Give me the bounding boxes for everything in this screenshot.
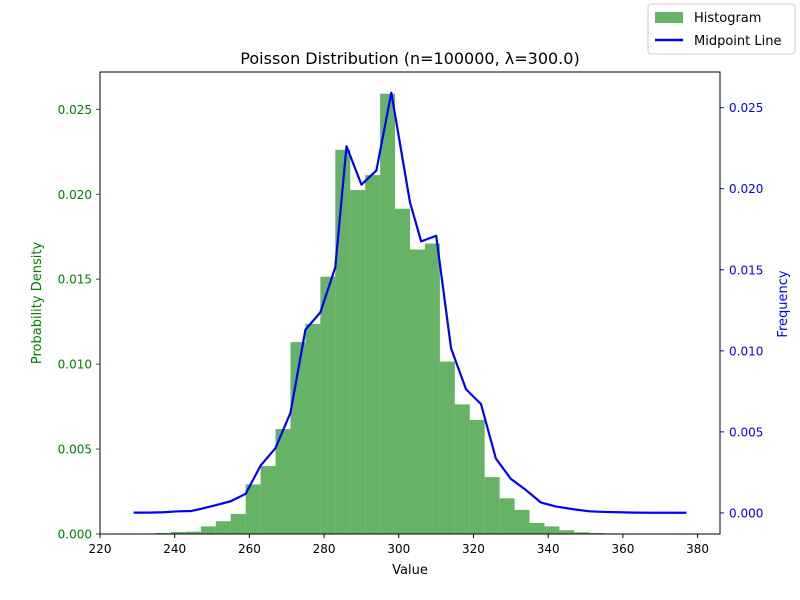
- left-y-tick-label: 0.015: [58, 273, 92, 287]
- midpoint-line-group: [133, 91, 687, 514]
- right-y-tick-label: 0.005: [729, 425, 763, 439]
- histogram-bar: [230, 513, 246, 534]
- histogram-bar: [215, 521, 231, 534]
- histogram-bar: [514, 509, 530, 534]
- x-tick-label: 220: [89, 542, 112, 556]
- left-y-tick-label: 0.010: [58, 358, 92, 372]
- legend-histogram-swatch: [655, 12, 683, 23]
- histogram-bar: [156, 532, 171, 534]
- x-axis-ticks: 220 240 260 280 300 320 340 360 380: [89, 534, 709, 556]
- right-y-tick-label: 0.020: [729, 182, 763, 196]
- histogram-bar: [170, 531, 186, 534]
- histogram-bar: [410, 249, 425, 534]
- right-y-tick-label: 0.025: [729, 101, 763, 115]
- axes-spines: [99, 71, 721, 535]
- histogram-bar: [484, 477, 500, 534]
- histogram-bar: [335, 149, 351, 534]
- histogram-bar: [559, 530, 575, 534]
- legend-histogram-label: Histogram: [694, 11, 761, 26]
- right-y-axis-label: Frequency: [776, 270, 791, 337]
- plot-frame: [99, 71, 721, 535]
- histogram-bar: [439, 361, 455, 534]
- x-tick-label: 320: [462, 542, 485, 556]
- x-tick-label: 340: [537, 542, 560, 556]
- histogram-bar: [320, 276, 336, 534]
- left-y-axis-ticks: 0.000 0.005 0.010 0.015 0.020 0.025: [58, 103, 100, 542]
- histogram-bar: [469, 419, 485, 534]
- histogram-bar: [529, 522, 545, 534]
- legend: Histogram Midpoint Line: [647, 3, 796, 55]
- midpoint-line: [133, 91, 687, 514]
- x-tick-label: 360: [611, 542, 634, 556]
- histogram-bar: [589, 532, 605, 534]
- x-tick-label: 300: [387, 542, 410, 556]
- histogram-bar: [350, 190, 366, 534]
- histogram-bar: [365, 175, 381, 534]
- histogram-bar: [260, 466, 276, 534]
- right-y-tick-label: 0.015: [729, 263, 763, 277]
- histogram-bar: [245, 484, 261, 534]
- histogram-bar: [499, 498, 515, 534]
- histogram-bar: [574, 532, 590, 534]
- left-y-axis-label: Probability Density: [30, 242, 45, 365]
- x-tick-label: 240: [163, 542, 186, 556]
- histogram-bar: [454, 404, 470, 534]
- histogram-bar: [380, 93, 396, 534]
- left-y-tick-label: 0.025: [58, 103, 92, 117]
- x-tick-label: 260: [238, 542, 261, 556]
- x-tick-label: 280: [313, 542, 336, 556]
- histogram-bar: [544, 526, 560, 534]
- x-axis-label: Value: [392, 563, 428, 578]
- legend-line-label: Midpoint Line: [694, 34, 781, 49]
- legend-box: [647, 3, 796, 55]
- x-tick-label: 380: [686, 542, 709, 556]
- histogram-bars: [126, 93, 694, 535]
- histogram-bar: [305, 323, 321, 534]
- left-y-tick-label: 0.005: [58, 443, 92, 457]
- histogram-bar: [275, 429, 291, 534]
- histogram-bar: [185, 531, 201, 534]
- histogram-bar: [424, 243, 440, 535]
- histogram-bar: [200, 526, 216, 534]
- right-y-tick-label: 0.000: [729, 506, 763, 520]
- histogram-bar: [395, 208, 410, 534]
- chart-title: Poisson Distribution (n=100000, λ=300.0): [240, 49, 579, 68]
- right-y-axis-ticks: 0.000 0.005 0.010 0.015 0.020 0.025: [720, 101, 763, 520]
- left-y-tick-label: 0.020: [58, 188, 92, 202]
- right-y-tick-label: 0.010: [729, 344, 763, 358]
- left-y-tick-label: 0.000: [58, 528, 92, 542]
